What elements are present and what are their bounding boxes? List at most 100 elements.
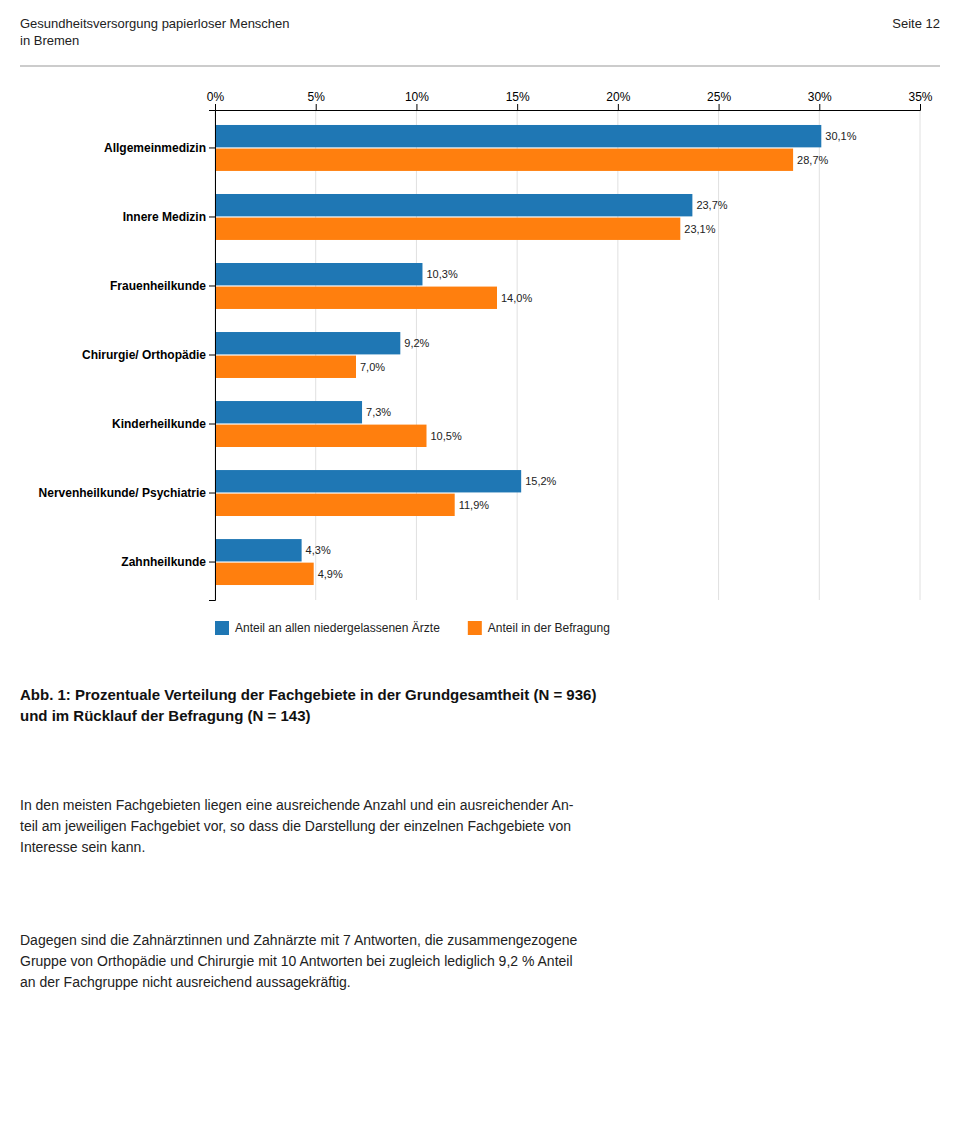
caption: Abb. 1: Prozentuale Verteilung der Fachg… — [20, 686, 596, 724]
bar — [215, 356, 356, 378]
grid — [215, 110, 920, 600]
x-tick: 30% — [808, 90, 832, 110]
x-tick: 20% — [606, 90, 630, 110]
x-tick-label: 10% — [405, 90, 429, 104]
bar — [215, 149, 793, 171]
bar — [215, 539, 302, 561]
legend-label: Anteil an allen niedergelassenen Ärzte — [235, 621, 440, 635]
body-text: Dagegen sind die Zahnärztinnen und Zahnä… — [20, 932, 577, 990]
y-tick-mark — [209, 424, 215, 425]
bar — [215, 218, 680, 240]
bar — [215, 194, 692, 216]
x-tick-mark — [920, 104, 921, 110]
x-tick-mark — [517, 104, 518, 110]
y-tick-mark — [209, 147, 215, 148]
grid-line — [718, 110, 719, 600]
x-tick-mark — [719, 104, 720, 110]
data-label: 23,7% — [696, 199, 727, 211]
x-tick-mark — [819, 104, 820, 110]
bar — [215, 470, 521, 492]
text-line: an der Fachgruppe nicht ausreichend auss… — [20, 974, 351, 990]
legend-label: Anteil in der Befragung — [488, 621, 610, 635]
y-tick-mark — [209, 285, 215, 286]
x-tick-mark — [416, 104, 417, 110]
data-label: 9,2% — [404, 337, 429, 349]
y-tick-mark — [209, 562, 215, 563]
x-tick-label: 15% — [506, 90, 530, 104]
y-tick-label: Innere Medizin — [123, 210, 206, 224]
body-text: In den meisten Fachgebieten liegen eine … — [20, 797, 574, 855]
legend: Anteil an allen niedergelassenen Ärzte An… — [215, 621, 610, 635]
y-tick: Frauenheilkunde — [110, 279, 215, 293]
data-label: 15,2% — [525, 475, 556, 487]
text-line: teil am jeweiligen Fachgebiet vor, so da… — [20, 818, 571, 834]
text-line: Gruppe von Orthopädie und Chirurgie mit … — [20, 953, 573, 969]
y-tick-label: Zahnheilkunde — [121, 555, 206, 569]
x-tick-label: 30% — [808, 90, 832, 104]
data-label: 4,3% — [306, 544, 331, 556]
text-line: in Bremen — [20, 33, 79, 48]
y-tick: Kinderheilkunde — [112, 417, 215, 431]
data-label: 10,3% — [426, 268, 457, 280]
bar — [215, 332, 400, 354]
x-tick: 10% — [405, 90, 429, 110]
y-tick-label: Frauenheilkunde — [110, 279, 206, 293]
grid-line — [315, 110, 316, 600]
data-label: 10,5% — [431, 430, 462, 442]
y-tick-label: Kinderheilkunde — [112, 417, 206, 431]
y-axis: Allgemeinmedizin Innere Medizin Frauenheil… — [39, 111, 216, 601]
grid-line — [920, 110, 921, 600]
x-tick-label: 20% — [606, 90, 630, 104]
x-tick: 15% — [506, 90, 530, 110]
x-tick-label: 5% — [308, 90, 326, 104]
data-label: 7,3% — [366, 406, 391, 418]
grid-line — [517, 110, 518, 600]
data-label: 28,7% — [797, 154, 828, 166]
x-tick-label: 35% — [908, 90, 932, 104]
x-axis-line — [216, 104, 921, 111]
data-label: 14,0% — [501, 292, 532, 304]
legend-item: Anteil an allen niedergelassenen Ärzte — [215, 621, 440, 635]
x-tick-mark — [618, 104, 619, 110]
y-tick: Zahnheilkunde — [121, 555, 215, 569]
data-label: 4,9% — [318, 568, 343, 580]
x-axis: 0% 5% 10% 15% 20% 25% 30% 35% — [207, 90, 933, 111]
legend-swatch — [468, 621, 482, 635]
bar — [215, 401, 362, 423]
text-line: und im Rücklauf der Befragung (N = 143) — [20, 707, 310, 724]
header-right: Seite 12 — [892, 16, 940, 31]
bar — [215, 563, 314, 585]
text-line: Dagegen sind die Zahnärztinnen und Zahnä… — [20, 932, 577, 948]
y-tick-mark — [209, 355, 215, 356]
x-tick-label: 25% — [707, 90, 731, 104]
data-label: 11,9% — [459, 499, 490, 511]
y-tick-label: Nervenheilkunde/ Psychiatrie — [39, 486, 207, 500]
page: Gesundheitsversorgung papierloser Mensch… — [0, 0, 960, 1136]
text-line: Seite 12 — [892, 16, 940, 31]
bar — [215, 263, 422, 285]
chart: 30,1%23,7%10,3%9,2%7,3%15,2%4,3%28,7%23,… — [39, 90, 933, 601]
y-tick-label: Allgemeinmedizin — [104, 141, 206, 155]
text-line: In den meisten Fachgebieten liegen eine … — [20, 797, 574, 813]
y-tick-mark — [209, 216, 215, 217]
y-tick-mark — [209, 493, 215, 494]
x-tick: 25% — [707, 90, 731, 110]
x-tick: 5% — [308, 90, 326, 110]
text-line: Abb. 1: Prozentuale Verteilung der Fachg… — [20, 686, 596, 703]
data-labels: 30,1%23,7%10,3%9,2%7,3%15,2%4,3%28,7%23,… — [306, 130, 857, 580]
grid-line — [617, 110, 618, 600]
x-tick-mark — [215, 104, 216, 110]
y-tick: Innere Medizin — [123, 210, 215, 224]
bar — [215, 287, 497, 309]
legend-item: Anteil in der Befragung — [468, 621, 610, 635]
legend-swatch — [215, 621, 229, 635]
grid-line — [416, 110, 417, 600]
text-line: Gesundheitsversorgung papierloser Mensch… — [20, 16, 290, 31]
bar — [215, 425, 427, 447]
x-tick: 0% — [207, 90, 225, 110]
x-tick-mark — [316, 104, 317, 110]
data-label: 7,0% — [360, 361, 385, 373]
text-line: Interesse sein kann. — [20, 839, 145, 855]
data-label: 30,1% — [825, 130, 856, 142]
y-tick: Nervenheilkunde/ Psychiatrie — [39, 486, 215, 500]
